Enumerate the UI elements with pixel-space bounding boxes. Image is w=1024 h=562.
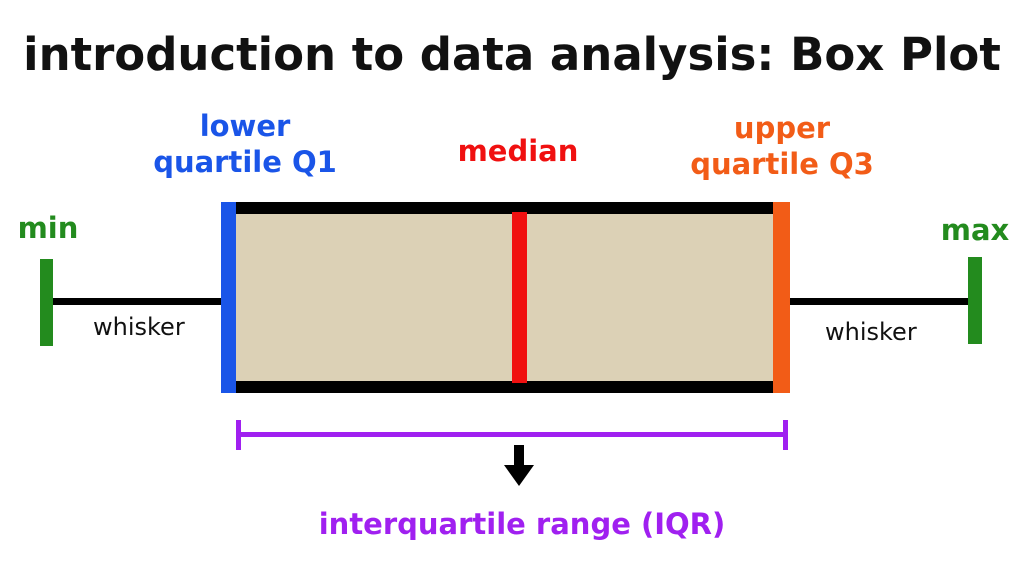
q3-label-line2: quartile Q3 bbox=[690, 147, 874, 181]
q1-label: lower quartile Q1 bbox=[140, 108, 350, 180]
min-marker bbox=[40, 259, 53, 346]
iqr-bracket-right-cap bbox=[783, 420, 788, 450]
page-title: introduction to data analysis: Box Plot bbox=[23, 28, 1001, 81]
left-whisker bbox=[50, 298, 225, 305]
median-label: median bbox=[457, 134, 579, 168]
iqr-bracket-line bbox=[236, 432, 788, 437]
min-label: min bbox=[17, 211, 79, 245]
max-label: max bbox=[940, 213, 1010, 247]
right-whisker bbox=[785, 298, 975, 305]
median-line bbox=[512, 212, 527, 383]
iqr-bracket-left-cap bbox=[236, 420, 241, 450]
iqr-label: interquartile range (IQR) bbox=[318, 507, 726, 541]
max-marker bbox=[968, 257, 982, 344]
q3-label: upper quartile Q3 bbox=[672, 110, 892, 182]
q1-label-line1: lower bbox=[199, 109, 291, 143]
q1-line bbox=[221, 202, 236, 393]
iqr-box bbox=[230, 202, 780, 393]
q3-label-line1: upper bbox=[733, 111, 831, 145]
whisker-left-label: whisker bbox=[93, 313, 185, 341]
q1-label-line2: quartile Q1 bbox=[153, 145, 337, 179]
whisker-right-label: whisker bbox=[825, 318, 917, 346]
q3-line bbox=[773, 202, 790, 393]
down-arrow-icon bbox=[504, 445, 534, 486]
